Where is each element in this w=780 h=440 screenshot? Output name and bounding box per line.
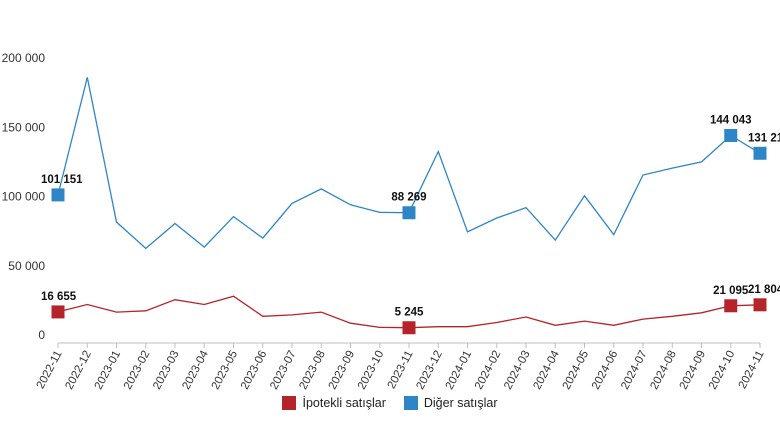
x-tick-label: 2023-09 — [327, 349, 357, 392]
x-tick-label: 2024-09 — [678, 349, 708, 392]
series-marker-0 — [724, 299, 738, 313]
x-tick-label: 2023-05 — [210, 349, 240, 392]
y-tick-label: 50 000 — [8, 259, 45, 273]
legend-swatch-diger — [403, 396, 418, 410]
x-tick-label: 2023-02 — [122, 349, 152, 392]
series-marker-1 — [402, 206, 416, 220]
x-tick-label: 2023-11 — [386, 349, 416, 391]
x-tick-label: 2023-08 — [297, 349, 327, 392]
x-tick-label: 2023-04 — [180, 348, 211, 391]
x-tick-label: 2024-07 — [619, 349, 649, 392]
x-axis: 2022-112022-122023-012023-022023-032023-… — [35, 342, 767, 392]
x-tick-label: 2023-06 — [239, 349, 269, 392]
series-marker-0 — [51, 305, 65, 319]
data-label: 5 245 — [395, 307, 424, 319]
x-tick-label: 2023-10 — [356, 349, 386, 392]
x-tick-label: 2024-06 — [590, 349, 620, 392]
x-tick-label: 2024-10 — [707, 349, 737, 392]
x-tick-label: 2023-12 — [414, 349, 444, 392]
x-tick-label: 2022-12 — [63, 349, 93, 392]
series-marker-1 — [51, 188, 65, 202]
series-line-1 — [57, 77, 761, 250]
x-tick-label: 2024-05 — [561, 349, 591, 392]
data-label: 131 210 — [748, 132, 780, 144]
y-tick-label: 150 000 — [2, 120, 46, 134]
x-tick-label: 2022-11 — [35, 349, 65, 391]
series-marker-0 — [402, 321, 416, 335]
legend-label-ipotekli: İpotekli satışlar — [302, 396, 386, 410]
data-label: 144 043 — [710, 115, 752, 127]
series-layer — [51, 77, 767, 335]
x-tick-label: 2024-11 — [737, 349, 767, 391]
y-tick-label: 200 000 — [2, 51, 46, 65]
data-label: 88 269 — [391, 192, 426, 204]
legend: İpotekli satışlar Diğer satışlar — [0, 396, 780, 410]
data-label: 16 655 — [41, 291, 77, 303]
legend-label-diger: Diğer satışlar — [423, 396, 498, 410]
legend-item-diger[interactable]: Diğer satışlar — [403, 396, 498, 410]
x-tick-label: 2024-08 — [648, 349, 678, 392]
series-marker-1 — [724, 129, 738, 143]
data-label: 101 151 — [41, 174, 83, 186]
legend-item-ipotekli[interactable]: İpotekli satışlar — [282, 396, 386, 410]
x-tick-label: 2024-04 — [531, 348, 562, 391]
x-tick-label: 2023-03 — [151, 349, 181, 392]
data-labels: 16 655 5 245 21 095 21 804 101 151 88 269 144 … — [41, 115, 780, 319]
y-tick-label: 0 — [38, 328, 45, 342]
data-label: 21 804 — [748, 284, 780, 296]
legend-swatch-ipotekli — [282, 396, 297, 410]
x-tick-label: 2023-01 — [93, 349, 123, 392]
x-tick-label: 2024-02 — [473, 349, 503, 392]
x-tick-label: 2024-03 — [502, 349, 532, 392]
series-marker-0 — [753, 298, 767, 312]
data-label: 21 095 — [713, 285, 749, 297]
x-tick-label: 2023-07 — [268, 349, 298, 392]
series-marker-1 — [753, 146, 767, 160]
x-tick-label: 2024-01 — [444, 349, 474, 392]
y-axis: 0 50 000 100 000 150 000 200 000 — [2, 51, 46, 342]
y-tick-label: 100 000 — [2, 190, 46, 204]
